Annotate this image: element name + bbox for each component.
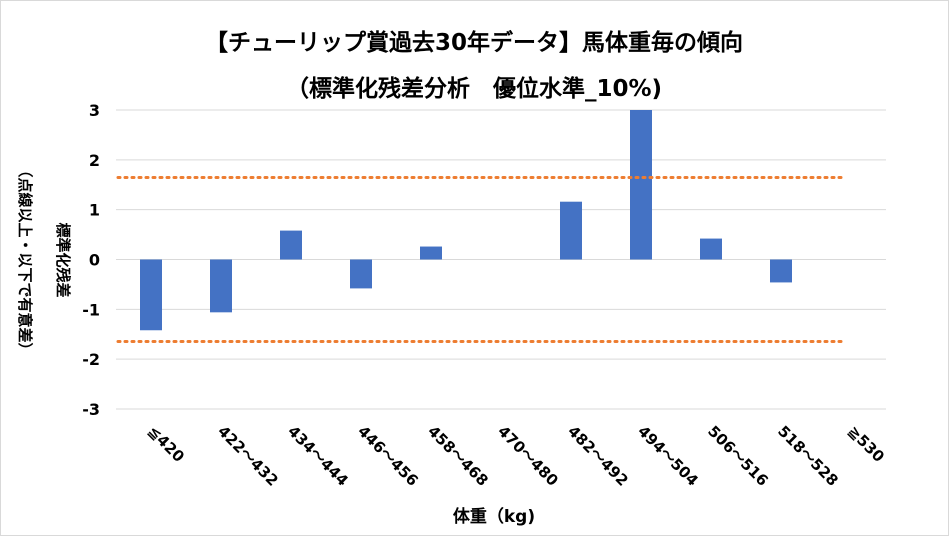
x-tick-label: 482～492 <box>564 422 632 490</box>
x-tick-label: 446～456 <box>354 422 422 490</box>
x-tick-label: 458～468 <box>424 422 492 490</box>
y-tick-label: 2 <box>89 151 100 170</box>
bar <box>630 110 652 260</box>
bar <box>770 259 792 283</box>
bar <box>210 259 232 313</box>
chart-subtitle: （標準化残差分析 優位水準_10%) <box>286 75 662 102</box>
y-tick-label: -3 <box>82 400 100 419</box>
x-tick-label: 434～444 <box>284 422 352 490</box>
x-tick-label: ≧530 <box>844 422 888 466</box>
bar <box>560 201 582 260</box>
y-tick-label: 0 <box>89 251 100 270</box>
y-axis-note: （点線以上・以下で有意差） <box>16 162 34 357</box>
x-tick-label: 470～480 <box>494 422 562 490</box>
y-axis-label: 標準化残差 <box>54 222 72 297</box>
bar <box>700 238 722 260</box>
x-axis-label: 体重（kg) <box>453 506 535 527</box>
y-tick-label: 1 <box>89 201 100 220</box>
x-tick-label: 494～504 <box>634 422 702 490</box>
x-tick-label: 422～432 <box>214 422 282 490</box>
bar <box>140 259 162 331</box>
x-tick-label: 506～516 <box>704 422 772 490</box>
bar <box>350 259 372 289</box>
x-tick-label: ≦420 <box>144 422 188 466</box>
y-tick-label: -2 <box>82 350 100 369</box>
y-tick-label: -1 <box>82 300 100 319</box>
bar <box>420 246 442 260</box>
x-tick-label: 518～528 <box>774 422 842 490</box>
chart-title: 【チューリップ賞過去30年データ】馬体重毎の傾向 <box>205 29 743 56</box>
bar <box>280 230 302 260</box>
y-tick-label: 3 <box>89 101 100 120</box>
